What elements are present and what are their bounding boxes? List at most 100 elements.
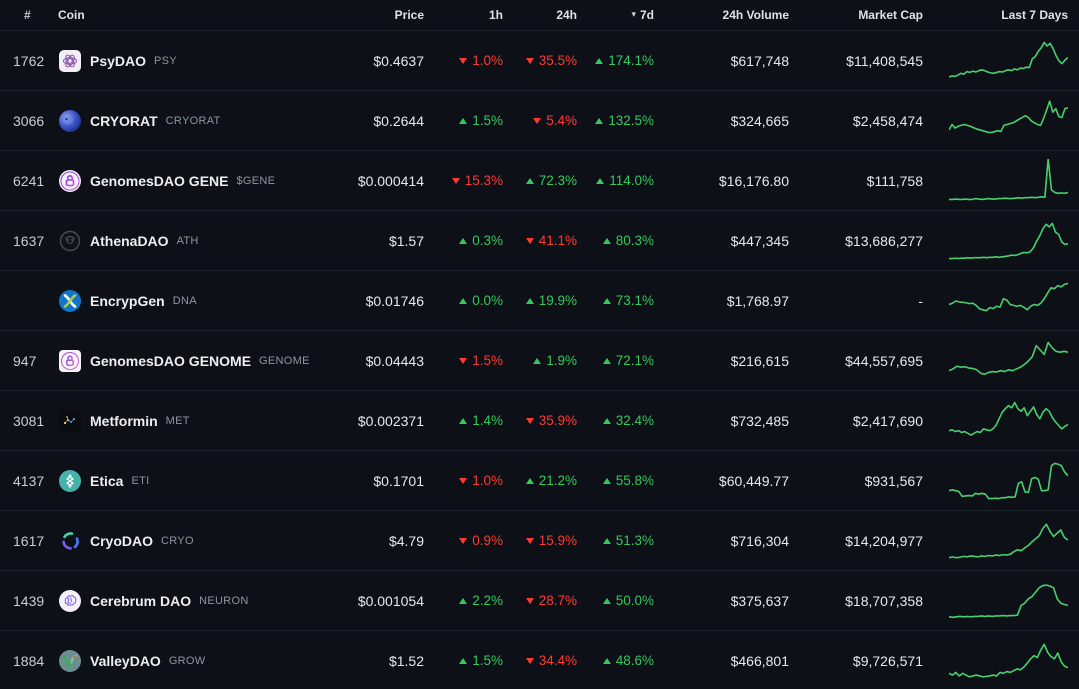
table-row[interactable]: 1637 AthenaDAO ATH $1.57 0.3% 41.1% 80.3… [0,210,1079,270]
coin-name: GenomesDAO GENOME [90,352,252,369]
change-24h-cell: 35.9% [514,413,588,428]
cerebrum-icon [58,589,82,613]
market-cap: $2,417,690 [852,412,923,429]
coin-rank: 1617 [13,532,45,549]
change-direction-icon [602,597,611,604]
coin-cell[interactable]: CryoDAO CRYO [58,529,326,553]
change-7d-cell: 80.3% [588,233,665,248]
change-24h-cell: 15.9% [514,533,588,548]
volume-24h: $447,345 [730,232,789,249]
change-direction-icon [602,657,611,664]
change-direction-icon [602,297,611,304]
change-7d: 55.8% [602,473,654,488]
coin-symbol: DNA [172,294,197,307]
coin-cell[interactable]: EncrypGen DNA [58,289,326,313]
change-1h-cell: 2.2% [436,593,514,608]
change-direction-icon [459,537,468,544]
change-7d: 51.3% [602,533,654,548]
coin-symbol: GENOME [259,354,310,367]
change-1h: 1.5% [459,113,503,128]
volume-24h: $16,176.80 [718,172,789,189]
coin-price: $0.1701 [373,472,424,489]
coin-name: Etica [90,472,124,489]
sparkline-7d [934,579,1079,623]
change-7d-cell: 132.5% [588,113,665,128]
table-row[interactable]: 947 GenomesDAO GENOME GENOME $0.04443 1.… [0,330,1079,390]
change-direction-icon [525,237,534,244]
table-row[interactable]: 1439 Cerebrum DAO NEURON $0.001054 2.2% … [0,570,1079,630]
coin-cell[interactable]: AthenaDAO ATH [58,229,326,253]
change-24h: 35.9% [525,413,577,428]
coin-rank: 3066 [13,112,45,129]
change-7d-cell: 72.1% [588,353,665,368]
coin-name: AthenaDAO [90,232,169,249]
change-1h: 1.5% [459,353,503,368]
coin-cell[interactable]: Cerebrum DAO NEURON [58,589,326,613]
cryodao-icon [58,529,82,553]
change-24h-cell: 28.7% [514,593,588,608]
table-row[interactable]: 6241 GenomesDAO GENE $GENE $0.000414 15.… [0,150,1079,210]
market-cap: $111,758 [866,172,923,189]
volume-24h: $716,304 [730,532,789,549]
change-1h: 1.4% [459,413,503,428]
change-24h: 41.1% [525,233,577,248]
change-direction-icon [525,177,534,184]
coin-symbol: CRYO [161,534,194,547]
table-row[interactable]: EncrypGen DNA $0.01746 0.0% 19.9% 73.1% … [0,270,1079,330]
coin-price: $0.4637 [373,52,424,69]
coin-name: CryoDAO [90,532,154,549]
change-1h: 1.0% [459,53,503,68]
market-cap: $44,557,695 [845,352,923,369]
header-24h[interactable]: 24h [556,8,577,22]
header-1h[interactable]: 1h [488,8,503,22]
change-direction-icon [595,57,604,64]
change-direction-icon [525,297,534,304]
coin-name: EncrypGen [90,292,165,309]
coin-cell[interactable]: PsyDAO PSY [58,49,326,73]
change-7d: 50.0% [602,593,654,608]
header-market-cap[interactable]: Market Cap [858,8,923,22]
change-direction-icon [459,237,468,244]
coin-cell[interactable]: GenomesDAO GENOME GENOME [58,349,326,373]
header-rank[interactable]: # [24,8,31,22]
change-24h: 1.9% [533,353,577,368]
change-24h-cell: 34.4% [514,653,588,668]
table-row[interactable]: 1884 ValleyDAO GROW $1.52 1.5% 34.4% 48.… [0,630,1079,689]
market-cap: $11,408,545 [846,52,923,69]
sort-desc-icon: ▾ [631,8,636,19]
header-coin[interactable]: Coin [58,8,85,22]
change-7d: 32.4% [602,413,654,428]
header-24h-volume[interactable]: 24h Volume [722,8,789,22]
change-direction-icon [459,477,468,484]
coin-symbol: ATH [176,234,199,247]
table-row[interactable]: 4137 Etica ETI $0.1701 1.0% 21.2% 55.8% [0,450,1079,510]
sparkline-7d [934,219,1079,263]
market-cap: $18,707,358 [845,592,923,609]
change-24h-cell: 5.4% [514,113,588,128]
coin-cell[interactable]: Etica ETI [58,469,326,493]
coin-rank: 1884 [13,652,45,669]
coin-cell[interactable]: ValleyDAO GROW [58,649,326,673]
coin-price: $0.04443 [365,352,424,369]
coin-cell[interactable]: GenomesDAO GENE $GENE [58,169,326,193]
change-7d: 48.6% [602,653,654,668]
table-row[interactable]: 3066 CRYORAT CRYORAT $0.2644 1.5% 5.4% 1… [0,90,1079,150]
change-1h-cell: 1.0% [436,473,514,488]
sparkline-7d [934,459,1079,503]
change-1h: 0.0% [459,293,503,308]
table-header-row: # Coin Price 1h 24h ▾ 7d 24h Volume Mark… [0,0,1079,30]
change-direction-icon [602,357,611,364]
header-price[interactable]: Price [394,8,424,22]
coin-cell[interactable]: Metformin MET [58,409,326,433]
table-row[interactable]: 3081 Metformin MET $0.002371 1.4% 35.9% … [0,390,1079,450]
header-7d[interactable]: ▾ 7d [588,8,665,22]
change-7d-cell: 114.0% [588,173,665,188]
table-row[interactable]: 1617 CryoDAO CRYO $4.79 0.9% 15.9% 51.3% [0,510,1079,570]
change-7d: 72.1% [602,353,654,368]
coin-cell[interactable]: CRYORAT CRYORAT [58,109,326,133]
coin-rank: 3081 [13,412,45,429]
change-direction-icon [459,417,468,424]
table-row[interactable]: 1762 PsyDAO PSY $0.4637 1.0% 35.5% 174.1… [0,30,1079,90]
change-1h: 0.9% [459,533,503,548]
